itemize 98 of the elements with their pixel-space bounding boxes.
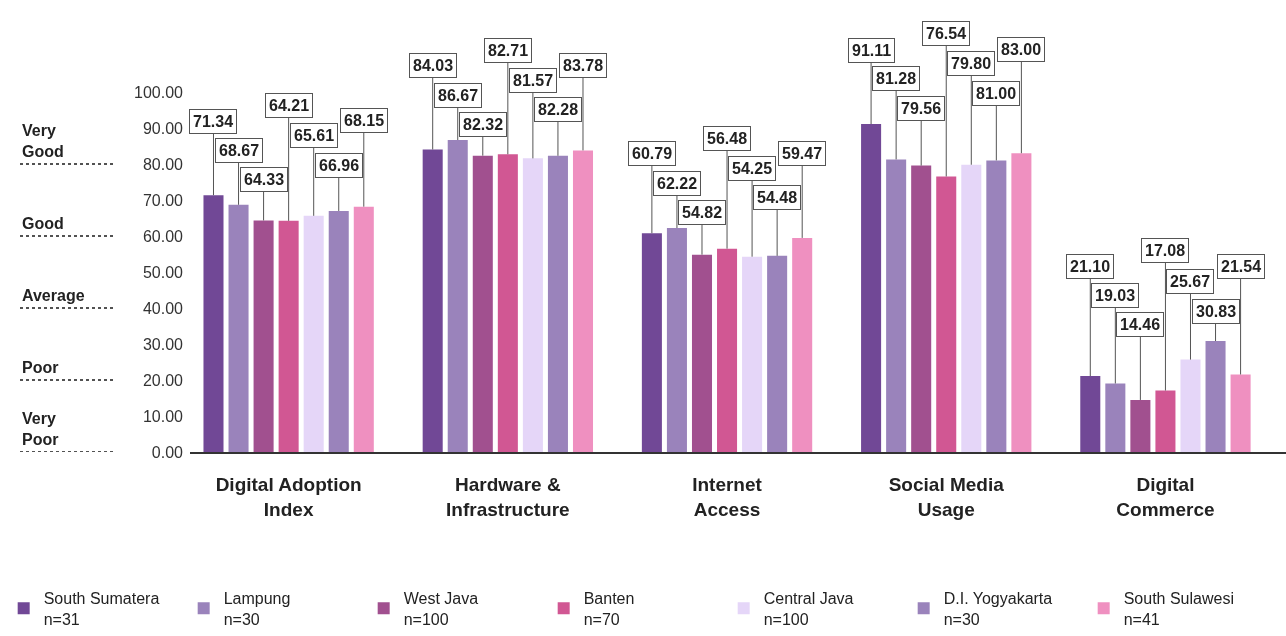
legend-label: Lampung n=30 <box>223 590 291 628</box>
y-tick-label: 80.00 <box>142 155 184 173</box>
data-label: 79.80 <box>951 55 992 72</box>
bar <box>717 248 738 452</box>
data-label: 81.28 <box>876 70 917 87</box>
bar <box>641 233 662 452</box>
x-tick-label: Digital Commerce <box>1116 473 1215 520</box>
ref-line-label: Very Poor <box>22 410 59 448</box>
data-label: 19.03 <box>1095 287 1136 304</box>
legend-label: South Sumatera n=31 <box>43 590 160 628</box>
data-label: 65.61 <box>294 127 335 144</box>
data-label: 64.33 <box>244 171 285 188</box>
x-tick-label: Hardware & Infrastructure <box>446 473 570 520</box>
data-label: 66.96 <box>319 157 360 174</box>
bar <box>936 176 957 452</box>
data-label: 62.22 <box>657 175 698 192</box>
y-tick-label: 70.00 <box>142 191 184 209</box>
y-tick-label: 20.00 <box>142 371 184 389</box>
data-label: 82.28 <box>538 101 579 118</box>
bar <box>742 256 763 452</box>
bar <box>911 165 932 452</box>
legend-label: South Sulawesi n=41 <box>1123 590 1234 628</box>
data-label: 76.54 <box>926 25 967 42</box>
data-label: 84.03 <box>413 57 454 74</box>
bar <box>961 164 982 452</box>
x-tick-label: Internet Access <box>692 473 763 520</box>
bar <box>547 155 568 452</box>
data-label: 54.48 <box>757 189 798 206</box>
data-label: 68.15 <box>344 112 385 129</box>
data-label: 14.46 <box>1120 316 1161 333</box>
bar <box>303 215 324 452</box>
legend-label: Banten n=70 <box>583 590 635 628</box>
bar <box>572 150 594 452</box>
data-label: 79.56 <box>901 100 942 117</box>
bar <box>767 255 788 452</box>
bar <box>886 159 907 452</box>
ref-line-label: Very Good <box>22 122 64 160</box>
y-tick-label: 40.00 <box>142 299 184 317</box>
bar <box>1130 399 1151 452</box>
bar <box>203 195 224 452</box>
data-label: 83.78 <box>563 57 604 74</box>
data-label: 82.71 <box>488 42 529 59</box>
ref-line-label: Poor <box>22 359 59 376</box>
y-tick-label: 90.00 <box>142 119 184 137</box>
data-label: 86.67 <box>438 87 479 104</box>
y-tick-label: 60.00 <box>142 227 184 245</box>
bar <box>228 204 249 452</box>
bar <box>691 254 713 452</box>
y-tick-label: 30.00 <box>142 335 184 353</box>
bar <box>422 149 443 452</box>
bar <box>1080 376 1101 452</box>
data-label: 54.25 <box>732 160 773 177</box>
bar <box>666 228 687 452</box>
data-label: 71.34 <box>193 113 234 130</box>
data-label: 30.83 <box>1196 303 1237 320</box>
bar <box>1105 383 1126 452</box>
bar <box>472 155 493 452</box>
bar <box>1230 374 1251 452</box>
bar <box>792 237 813 452</box>
data-label: 64.21 <box>269 97 310 114</box>
data-label: 54.82 <box>682 204 723 221</box>
bar <box>278 220 299 452</box>
bar <box>986 160 1007 452</box>
bar <box>447 139 468 452</box>
bar <box>861 124 882 452</box>
bar <box>1011 153 1032 452</box>
bar <box>253 220 274 452</box>
data-label: 25.67 <box>1170 273 1211 290</box>
bar <box>1205 341 1226 452</box>
data-label: 83.00 <box>1001 41 1042 58</box>
data-label: 21.54 <box>1221 258 1262 275</box>
y-tick-label: 50.00 <box>142 263 184 281</box>
data-label: 81.57 <box>513 72 554 89</box>
data-label: 82.32 <box>463 116 504 133</box>
data-label: 21.10 <box>1070 258 1111 275</box>
bar <box>328 210 349 452</box>
data-label: 56.48 <box>707 130 748 147</box>
bar <box>353 206 374 452</box>
data-label: 91.11 <box>852 42 892 59</box>
legend-label: West Java n=100 <box>403 590 479 628</box>
y-tick-label: 100.00 <box>134 83 184 101</box>
y-tick-label: 0.00 <box>151 443 184 461</box>
data-label: 59.47 <box>782 145 823 162</box>
ref-line-label: Good <box>22 215 64 232</box>
legend-label: D.I. Yogyakarta n=30 <box>943 590 1053 628</box>
y-tick-label: 10.00 <box>142 407 184 425</box>
x-tick-label: Digital Adoption Index <box>215 473 362 520</box>
legend-label: Central Java n=100 <box>763 590 854 628</box>
data-label: 17.08 <box>1145 242 1186 259</box>
bar <box>1180 359 1201 452</box>
bar <box>522 158 543 452</box>
data-label: 60.79 <box>632 145 673 162</box>
x-tick-label: Social Media Usage <box>888 473 1005 520</box>
bar <box>1155 390 1176 452</box>
bar <box>497 154 518 452</box>
data-label: 81.00 <box>976 85 1017 102</box>
ref-line-label: Average <box>22 287 85 304</box>
data-label: 68.67 <box>219 142 260 159</box>
